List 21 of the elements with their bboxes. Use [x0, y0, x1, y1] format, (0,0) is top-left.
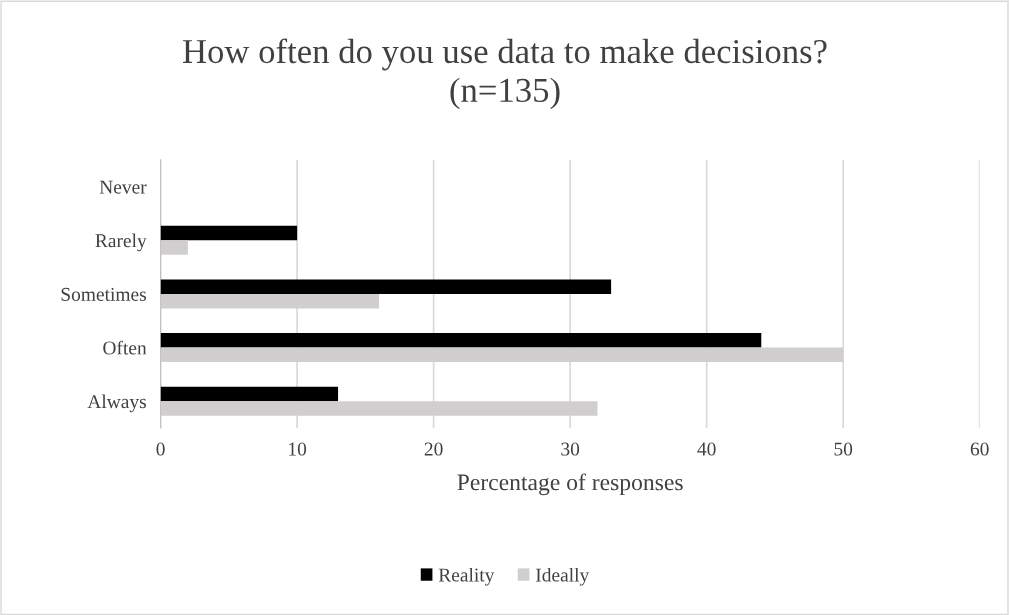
legend-label: Reality	[438, 567, 495, 586]
bar	[160, 333, 762, 348]
bar	[160, 225, 298, 241]
x-tick-label: 30	[561, 442, 580, 456]
y-tick-label: Never	[99, 180, 147, 194]
chart-title: How often do you use data to make decisions? (n=135)	[182, 38, 827, 110]
y-tick-label: Rarely	[95, 233, 147, 252]
legend-label: Ideally	[535, 567, 590, 586]
x-tick-label: 0	[156, 442, 165, 456]
x-tick-label: 10	[289, 442, 307, 456]
x-tick-label: 40	[697, 442, 716, 456]
bar	[160, 279, 612, 294]
y-tick-label: Often	[103, 340, 147, 355]
bar	[160, 240, 188, 255]
y-tick-label: Always	[87, 394, 146, 413]
x-tick-label: 50	[834, 442, 853, 456]
y-tick-label: Sometimes	[61, 287, 146, 301]
x-tick-label: 20	[424, 442, 443, 456]
x-tick-label: 60	[970, 442, 989, 456]
x-axis-title: Percentage of responses	[457, 473, 683, 496]
bar	[160, 386, 339, 402]
